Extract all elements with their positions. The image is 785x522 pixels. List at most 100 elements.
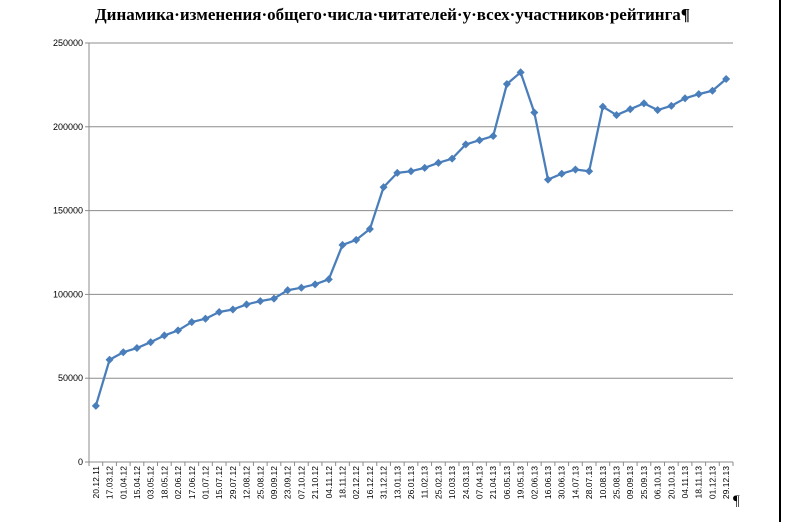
data-point [694, 90, 703, 99]
data-point [160, 331, 169, 340]
axes [85, 42, 734, 466]
x-tick-label: 11.02.13 [420, 466, 430, 499]
data-point [187, 318, 196, 327]
data-point [530, 108, 539, 117]
x-tick-label: 26.01.13 [406, 466, 416, 499]
x-tick-label: 07.04.13 [475, 466, 485, 499]
x-tick-label: 23.09.12 [283, 466, 293, 499]
x-tick-label: 14.07.13 [570, 466, 580, 499]
data-point [420, 163, 429, 172]
data-point [557, 169, 566, 178]
page-edge [779, 0, 781, 522]
x-tick-label: 18.11.13 [694, 466, 704, 499]
x-tick-label: 16.12.12 [365, 466, 375, 499]
data-point [297, 283, 306, 292]
data-point [201, 314, 210, 323]
gridlines [89, 42, 733, 379]
data-point [502, 80, 511, 89]
x-tick-label: 09.09.12 [269, 466, 279, 499]
series-line [94, 71, 727, 407]
x-tick-label: 20.10.13 [666, 466, 676, 499]
data-point [585, 167, 594, 176]
x-tick-label: 25.08.12 [255, 466, 265, 499]
data-point [626, 105, 635, 114]
data-point [256, 297, 265, 306]
x-tick-labels: 20.12.11 17.03.12 01.04.12 15.04.12 03.05.12… [91, 466, 731, 499]
data-point [242, 300, 251, 309]
data-point [324, 275, 333, 284]
x-tick-label: 25.09.13 [639, 466, 649, 499]
x-tick-label: 21.04.13 [488, 466, 498, 499]
data-point [269, 294, 279, 303]
x-tick-label: 18.05.12 [159, 466, 169, 499]
y-tick-label: 0 [78, 457, 83, 467]
data-point [475, 136, 484, 145]
x-tick-label: 01.04.12 [118, 466, 128, 499]
x-tick-label: 10.03.13 [447, 466, 457, 499]
x-tick-label: 06.05.13 [502, 466, 512, 499]
data-point [708, 86, 717, 95]
x-tick-label: 15.04.12 [132, 466, 142, 499]
x-tick-label: 01.07.12 [200, 466, 210, 499]
x-tick-label: 28.07.13 [584, 466, 594, 499]
data-point [174, 326, 183, 335]
chart-title: Динамика·изменения·общего·числа·читателе… [94, 5, 690, 24]
data-point [571, 165, 580, 174]
data-point [434, 158, 443, 167]
x-tick-label: 29.07.12 [228, 466, 238, 499]
x-tick-label: 12.08.12 [242, 466, 252, 499]
data-point [612, 111, 621, 120]
x-tick-label: 29.12.13 [721, 466, 731, 499]
x-tick-label: 13.01.13 [392, 466, 402, 499]
x-tick-label: 24.03.13 [461, 466, 471, 499]
x-tick-label: 04.11.12 [324, 466, 334, 499]
x-tick-label: 25.08.13 [612, 466, 622, 499]
data-point [448, 154, 457, 163]
data-point [653, 106, 662, 115]
x-tick-label: 03.05.12 [146, 466, 156, 499]
data-point [365, 225, 374, 234]
y-tick-label: 50000 [58, 373, 83, 383]
x-tick-label: 01.12.13 [707, 466, 717, 499]
data-point [393, 168, 402, 177]
data-point [489, 131, 498, 141]
data-point [461, 140, 470, 149]
x-tick-label: 30.06.13 [557, 466, 567, 499]
x-tick-label: 19.05.13 [516, 466, 526, 499]
data-point [119, 348, 128, 357]
series [91, 68, 731, 410]
data-point [338, 240, 347, 249]
x-tick-label: 02.12.12 [351, 466, 361, 499]
data-point [311, 280, 320, 289]
data-point [667, 101, 676, 110]
data-point [516, 68, 525, 77]
y-tick-label: 150000 [53, 206, 83, 216]
data-point [598, 102, 607, 111]
x-tick-label: 07.10.12 [296, 466, 306, 499]
x-tick-label: 25.02.13 [433, 466, 443, 499]
x-tick-label: 15.07.12 [214, 466, 224, 499]
data-point [543, 175, 553, 184]
data-point [283, 286, 292, 295]
y-tick-label: 100000 [53, 289, 83, 299]
x-tick-label: 04.11.13 [680, 466, 690, 499]
x-tick-label: 16.06.13 [543, 466, 553, 499]
data-point [639, 99, 648, 108]
data-point [406, 167, 416, 176]
x-tick-label: 06.10.13 [653, 466, 663, 499]
data-point [105, 355, 114, 364]
x-tick-label: 02.06.13 [529, 466, 539, 499]
y-tick-label: 200000 [53, 122, 83, 132]
x-tick-label: 21.10.12 [310, 466, 320, 499]
x-tick-label: 10.08.13 [598, 466, 608, 499]
data-point [722, 75, 731, 84]
x-tick-label: 17.06.12 [187, 466, 197, 499]
x-tick-label: 17.03.12 [105, 466, 115, 499]
y-tick-labels: 0 50000 100000 150000 200000 250000 [53, 38, 83, 467]
data-point [228, 305, 237, 314]
data-point [146, 338, 155, 347]
data-point [379, 183, 388, 192]
x-tick-label: 18.11.12 [337, 466, 347, 499]
data-point [91, 401, 100, 410]
